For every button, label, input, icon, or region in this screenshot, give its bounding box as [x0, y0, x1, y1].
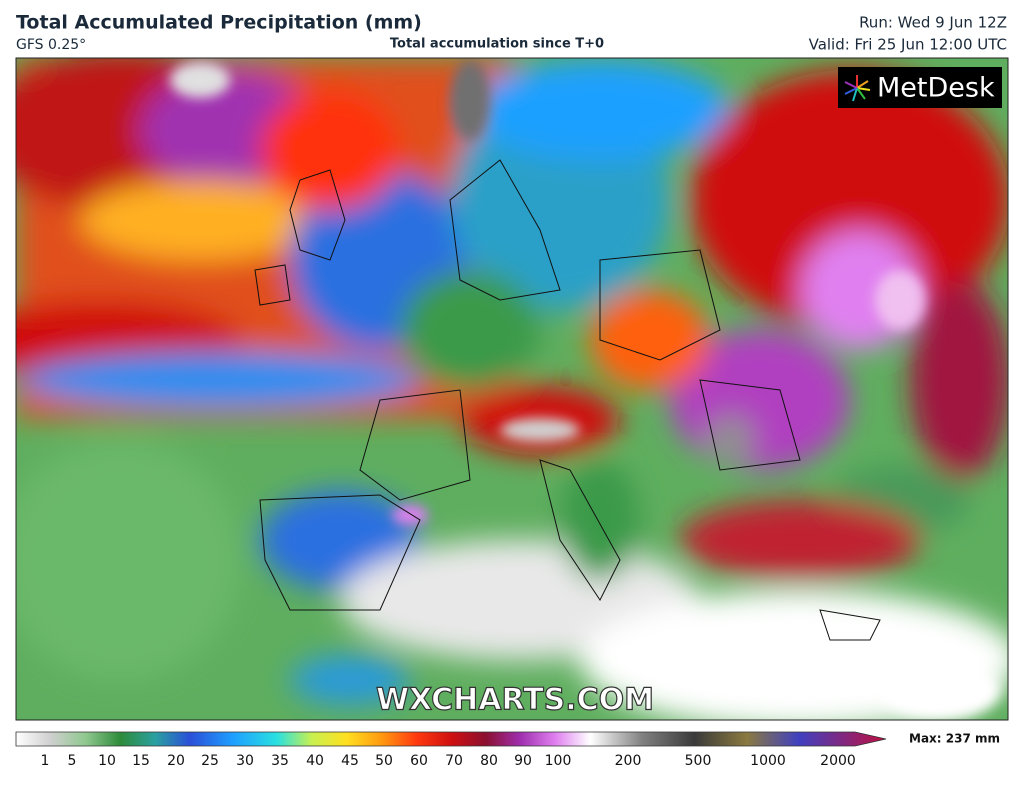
map	[16, 58, 1008, 720]
valid-time: Valid: Fri 25 Jun 12:00 UTC	[809, 36, 1007, 54]
model: GFS 0.25°	[16, 37, 86, 53]
colorbar-tick-label: 50	[375, 753, 393, 769]
colorbar-tick-label: 1	[41, 753, 50, 769]
colorbar-tick-label: 35	[271, 753, 289, 769]
logo-box	[838, 67, 1002, 108]
colorbar-tick-label: 25	[201, 753, 219, 769]
colorbar-tick-label: 15	[132, 753, 150, 769]
run-time: Run: Wed 9 Jun 12Z	[859, 14, 1007, 32]
logo-icon	[844, 75, 871, 102]
colorbar	[15, 731, 887, 747]
colorbar-tick-label: 200	[615, 753, 642, 769]
colorbar-ticks: 1 5 10 15 20 25 30 35 40 45 50 60 70 80 90 100 200 500 100…	[41, 753, 856, 769]
colorbar-tick-label: 60	[410, 753, 428, 769]
colorbar-tick-label: 30	[236, 753, 254, 769]
map-frame	[15, 57, 1009, 721]
colorbar-tick-label: 80	[480, 753, 498, 769]
colorbar-tick-label: 2000	[820, 753, 856, 769]
colorbar-tick-label: 90	[514, 753, 532, 769]
watermark: WXCHARTS.COM	[376, 683, 654, 718]
max-label: Max: 237 mm	[909, 732, 1000, 746]
colorbar-tick-label: 1000	[750, 753, 786, 769]
colorbar-tick-label: 20	[167, 753, 185, 769]
colorbar-tick-label: 70	[445, 753, 463, 769]
subtitle: Total accumulation since T+0	[390, 37, 604, 52]
title: Total Accumulated Precipitation (mm)	[16, 12, 422, 34]
colorbar-tick-label: 5	[68, 753, 77, 769]
colorbar-tick-label: 45	[341, 753, 359, 769]
colorbar-tick-label: 500	[685, 753, 712, 769]
logo-text: MetDesk	[877, 73, 995, 104]
colorbar-tick-label: 100	[545, 753, 572, 769]
colorbar-tick-label: 40	[306, 753, 324, 769]
colorbar-tick-label: 10	[98, 753, 116, 769]
